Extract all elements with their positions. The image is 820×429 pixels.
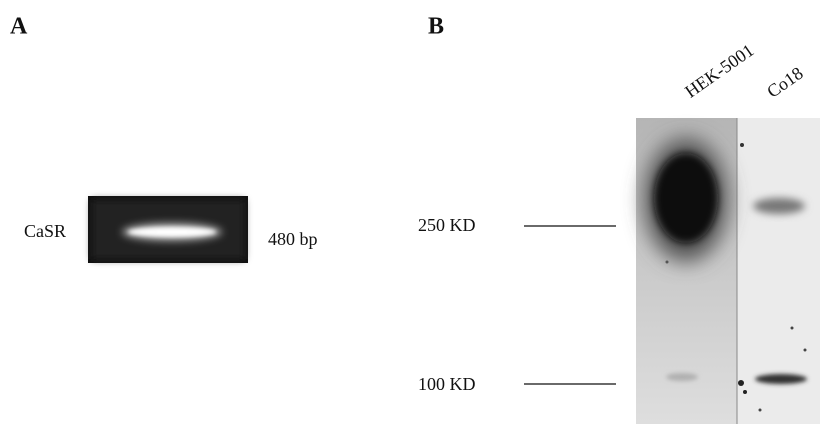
blot-speck bbox=[759, 409, 762, 412]
gel-band bbox=[128, 227, 216, 237]
figure: A CaSR 480 bp B HEK-5001 Co18 250 KD 100… bbox=[0, 0, 820, 424]
band-size: 480 bp bbox=[268, 229, 318, 249]
blot-speck bbox=[804, 349, 807, 352]
marker-label: 100 KD bbox=[418, 374, 476, 394]
panel-label: B bbox=[428, 14, 444, 40]
blot-band bbox=[666, 373, 698, 381]
blot-speck bbox=[791, 327, 794, 330]
blot-band bbox=[654, 153, 718, 243]
lane-label: Co18 bbox=[763, 63, 806, 102]
blot-speck bbox=[666, 261, 669, 264]
blot-speck bbox=[738, 380, 744, 386]
page: {"panels": [ {"label": "A", "row_label":… bbox=[0, 0, 820, 424]
blot-band bbox=[755, 374, 807, 384]
blot-band bbox=[753, 198, 805, 214]
panel-label: A bbox=[10, 14, 28, 40]
body: A CaSR 480 bp B HEK-5001 Co18 250 KD 100… bbox=[0, 0, 820, 424]
blot-speck bbox=[743, 390, 747, 394]
lane-label: HEK-5001 bbox=[681, 40, 757, 102]
blot-speck bbox=[740, 143, 744, 147]
marker-label: 250 KD bbox=[418, 215, 476, 235]
row-label: CaSR bbox=[24, 221, 66, 241]
